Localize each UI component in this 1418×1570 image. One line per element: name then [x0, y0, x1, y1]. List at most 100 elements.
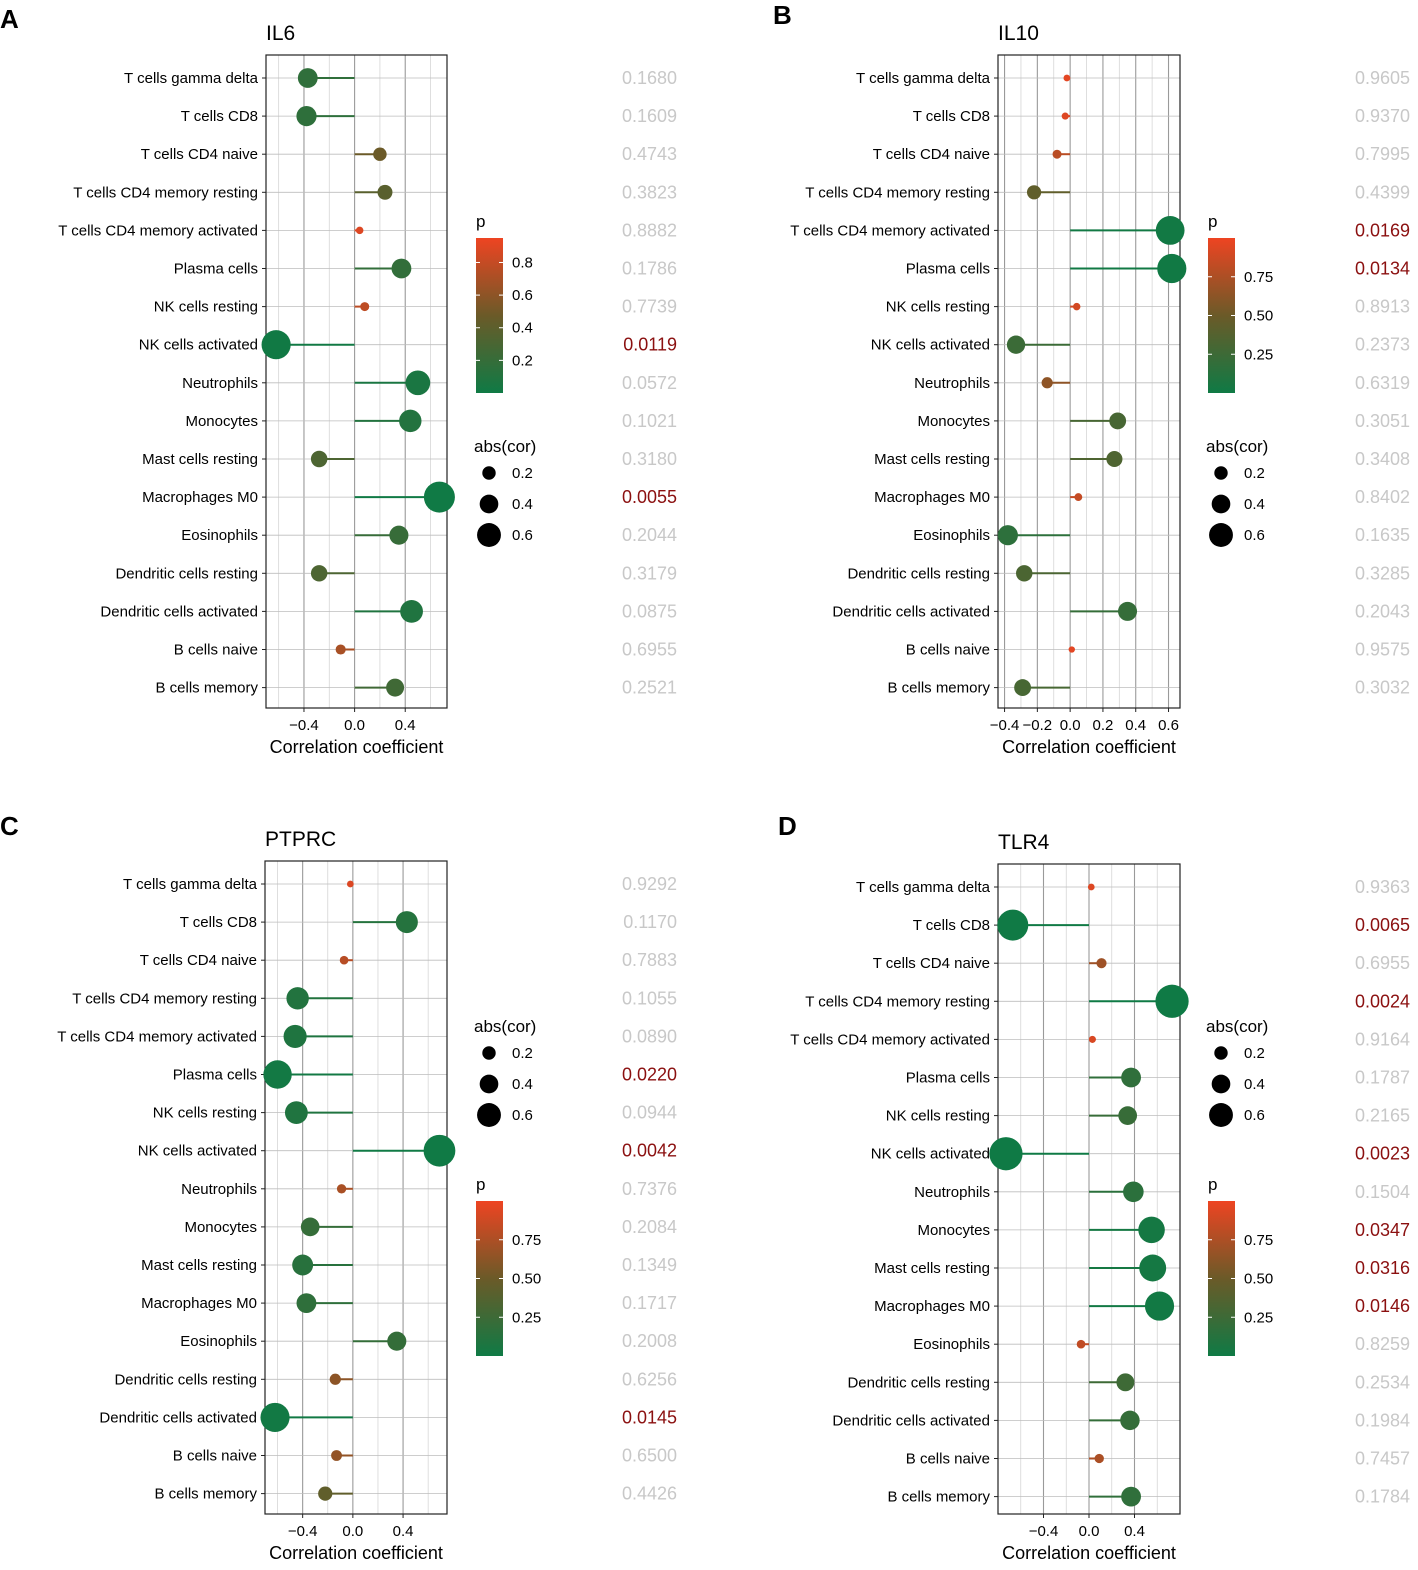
- x-tick-label: 0.4: [395, 717, 416, 734]
- lollipop-point: [1072, 302, 1081, 311]
- lollipop-point: [389, 525, 409, 545]
- p-value-label: 0.7376: [622, 1179, 677, 1199]
- p-value-label: 0.1609: [622, 106, 677, 126]
- p-value-label: 0.6500: [622, 1446, 677, 1466]
- gene-title: PTPRC: [265, 828, 336, 851]
- p-value-label: 0.7883: [622, 950, 677, 970]
- p-value-label: 0.2165: [1355, 1106, 1410, 1126]
- lollipop-point: [423, 481, 455, 513]
- size-legend-label: 0.6: [1244, 1107, 1265, 1124]
- category-label-t-cells-cd4-memory-resting: T cells CD4 memory resting: [72, 990, 257, 1007]
- lollipop-point: [1139, 1254, 1167, 1282]
- size-legend-dot: [1209, 523, 1233, 547]
- size-legend-dot: [482, 466, 496, 480]
- x-tick-label: 0.0: [1060, 717, 1081, 734]
- p-value-label: 0.9605: [1355, 68, 1410, 88]
- x-tick-label: 0.0: [1079, 1523, 1100, 1540]
- p-value-label: 0.9363: [1355, 877, 1410, 897]
- size-legend-label: 0.4: [512, 496, 533, 513]
- colorbar-label: 0.50: [1244, 1271, 1273, 1288]
- panel-letter: A: [0, 4, 19, 34]
- category-label-t-cells-cd4-naive: T cells CD4 naive: [873, 955, 990, 972]
- lollipop-point: [263, 1060, 292, 1089]
- lollipop-point: [395, 911, 418, 934]
- category-label-t-cells-cd4-naive: T cells CD4 naive: [140, 952, 257, 969]
- size-legend-label: 0.4: [1244, 1076, 1265, 1093]
- p-value-label: 0.2521: [622, 678, 677, 698]
- p-value-label: 0.0316: [1355, 1258, 1410, 1278]
- p-value-label: 0.9370: [1355, 106, 1410, 126]
- size-legend-label: 0.2: [1244, 1045, 1265, 1062]
- lollipop-point: [310, 450, 328, 468]
- lollipop-point: [284, 1101, 308, 1124]
- p-legend-title: p: [476, 1175, 485, 1194]
- category-label-dendritic-cells-activated: Dendritic cells activated: [99, 1409, 257, 1426]
- category-label-eosinophils: Eosinophils: [181, 527, 258, 544]
- size-legend-title: abs(cor): [1206, 437, 1268, 456]
- p-value-label: 0.6256: [622, 1369, 677, 1389]
- category-label-macrophages-m0: Macrophages M0: [874, 1298, 990, 1315]
- lollipop-point: [296, 106, 317, 127]
- legend: abs(cor) 0.2 0.4 0.6 p 0.75 0.50 0.25: [1206, 1017, 1273, 1356]
- p-value-label: 0.0134: [1355, 259, 1410, 279]
- lollipop-point: [989, 1137, 1023, 1171]
- category-label-macrophages-m0: Macrophages M0: [874, 489, 990, 506]
- category-label-eosinophils: Eosinophils: [180, 1333, 257, 1350]
- p-value-label: 0.0347: [1355, 1220, 1410, 1240]
- lollipop-point: [260, 1402, 290, 1432]
- lollipop-point: [355, 226, 364, 235]
- p-value-label: 0.0042: [622, 1141, 677, 1161]
- p-value-label: 0.3180: [622, 449, 677, 469]
- p-value-label: 0.2084: [622, 1217, 677, 1237]
- lollipop-point: [997, 525, 1018, 546]
- lollipop-point: [1155, 984, 1189, 1018]
- size-legend-dot: [1214, 466, 1228, 480]
- p-value-label: 0.3823: [622, 182, 677, 202]
- category-label-mast-cells-resting: Mast cells resting: [141, 1257, 257, 1274]
- panel-letter: B: [773, 0, 792, 30]
- p-value-label: 0.1170: [623, 912, 677, 932]
- p-value-label: 0.3408: [1355, 449, 1410, 469]
- x-tick-label: 0.4: [1125, 717, 1146, 734]
- category-label-mast-cells-resting: Mast cells resting: [142, 451, 258, 468]
- category-label-monocytes: Monocytes: [917, 413, 990, 430]
- category-label-nk-cells-resting: NK cells resting: [886, 1108, 990, 1125]
- category-label-t-cells-cd4-memory-activated: T cells CD4 memory activated: [57, 1028, 257, 1045]
- category-label-monocytes: Monocytes: [917, 1222, 990, 1239]
- panel-a: A IL6 T cells gamma delta T cells CD8 T cell…: [0, 4, 677, 757]
- plot-background: [265, 861, 447, 1514]
- size-legend-label: 0.4: [1244, 496, 1265, 513]
- size-legend-label: 0.2: [1244, 465, 1265, 482]
- lollipop-point: [1006, 335, 1026, 354]
- category-label-plasma-cells: Plasma cells: [173, 1067, 257, 1084]
- p-value-label: 0.0169: [1355, 220, 1410, 240]
- p-value-label: 0.1504: [1355, 1182, 1410, 1202]
- category-label-b-cells-naive: B cells naive: [906, 642, 990, 659]
- colorbar-label: 0.75: [512, 1232, 541, 1249]
- category-label-macrophages-m0: Macrophages M0: [142, 489, 258, 506]
- category-label-t-cells-cd4-memory-activated: T cells CD4 memory activated: [790, 222, 990, 239]
- colorbar-label: 0.25: [1244, 1309, 1273, 1326]
- p-value-label: 0.1635: [1355, 525, 1410, 545]
- p-value-label: 0.1784: [1355, 1487, 1410, 1507]
- lollipop-point: [1144, 1291, 1175, 1321]
- lollipop-point: [318, 1486, 333, 1501]
- colorbar-label: 0.2: [512, 352, 533, 369]
- category-label-nk-cells-activated: NK cells activated: [871, 337, 990, 354]
- lollipop-point: [1109, 412, 1127, 430]
- p-legend-title: p: [1208, 212, 1217, 231]
- p-value-label: 0.0145: [622, 1407, 677, 1427]
- lollipop-point: [336, 1184, 347, 1194]
- p-value-label: 0.1786: [622, 259, 677, 279]
- colorbar-label: 0.25: [1244, 346, 1273, 363]
- category-label-neutrophils: Neutrophils: [182, 375, 258, 392]
- p-value-label: 0.4426: [622, 1484, 677, 1504]
- p-value-label: 0.2534: [1355, 1372, 1410, 1392]
- lollipop-point: [1118, 1106, 1138, 1125]
- p-value-label: 0.1787: [1355, 1068, 1410, 1088]
- lollipop-point: [399, 409, 422, 433]
- x-tick-label: −0.4: [288, 1523, 318, 1540]
- p-value-label: 0.1349: [622, 1255, 677, 1275]
- lollipop-point: [1052, 149, 1062, 159]
- category-label-dendritic-cells-resting: Dendritic cells resting: [847, 565, 990, 582]
